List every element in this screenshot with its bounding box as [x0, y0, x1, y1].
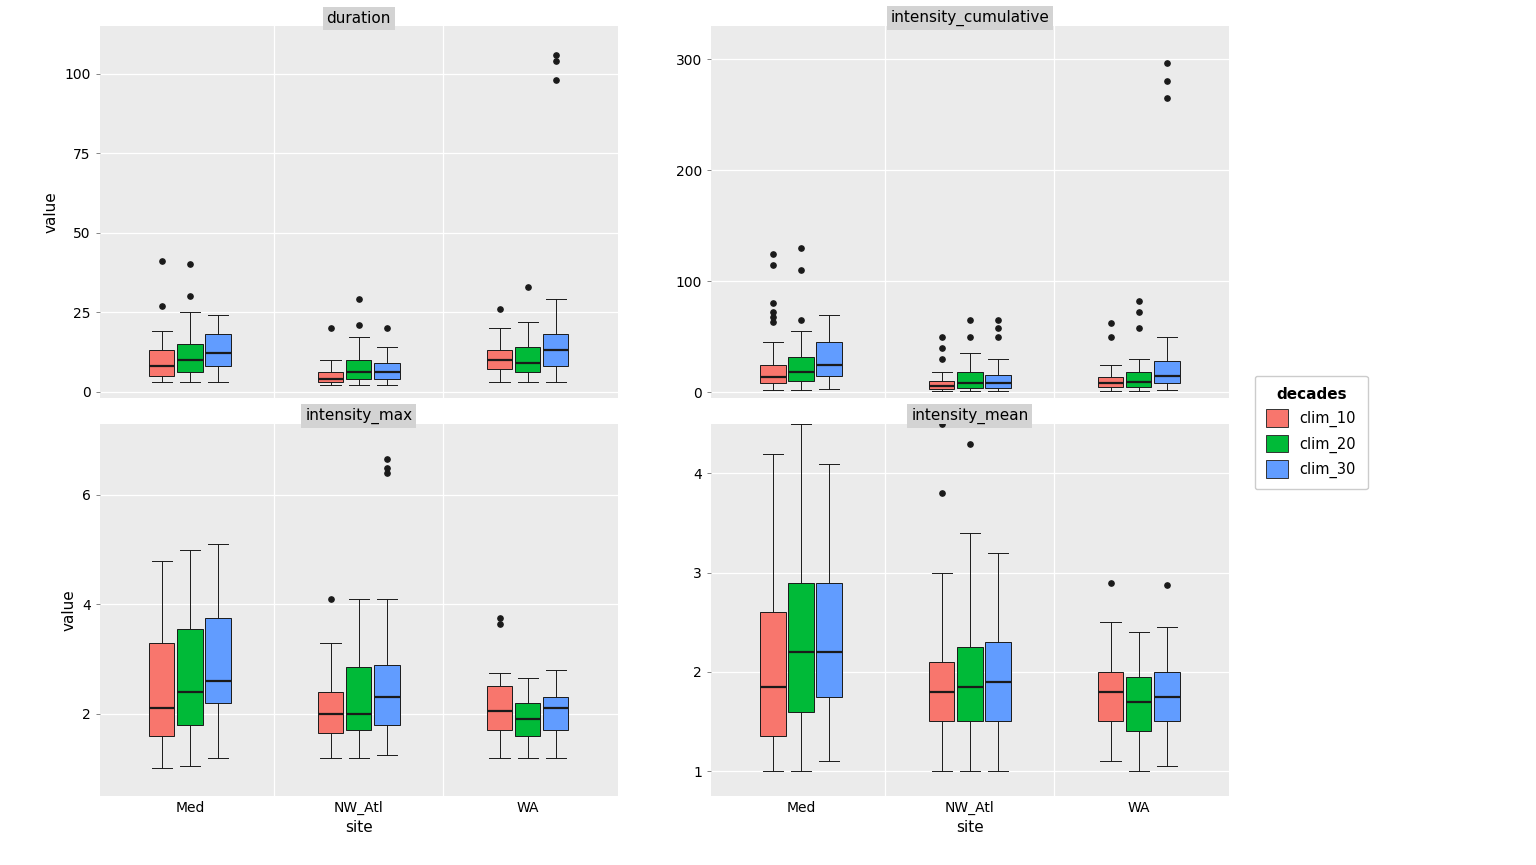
Bar [149, 643, 175, 735]
Bar [1154, 672, 1180, 721]
Bar [515, 347, 541, 373]
Title: duration: duration [327, 11, 392, 26]
Bar [318, 373, 343, 382]
Bar [1126, 372, 1152, 387]
Bar [760, 612, 785, 736]
Bar [760, 364, 785, 383]
Bar [515, 703, 541, 735]
Bar [929, 381, 954, 389]
Bar [986, 375, 1011, 388]
Bar [1098, 377, 1123, 387]
Bar [318, 692, 343, 733]
Bar [206, 334, 230, 366]
Bar [1126, 676, 1152, 731]
Bar [817, 343, 842, 375]
Bar [957, 647, 983, 721]
Title: intensity_max: intensity_max [306, 407, 412, 424]
Bar [929, 662, 954, 721]
Bar [487, 687, 511, 730]
Title: intensity_mean: intensity_mean [911, 407, 1029, 424]
Bar [375, 363, 399, 379]
Bar [177, 343, 203, 373]
Bar [957, 372, 983, 388]
Bar [177, 629, 203, 725]
Bar [206, 618, 230, 703]
Bar [544, 697, 568, 730]
Bar [788, 582, 814, 712]
Bar [544, 334, 568, 366]
Title: intensity_cumulative: intensity_cumulative [891, 10, 1049, 26]
X-axis label: site: site [955, 820, 983, 836]
Bar [817, 582, 842, 696]
Bar [986, 642, 1011, 721]
Y-axis label: value: value [61, 589, 77, 631]
Bar [1098, 672, 1123, 721]
Bar [346, 667, 372, 730]
Bar [346, 360, 372, 379]
Bar [788, 356, 814, 381]
Bar [487, 350, 511, 369]
Bar [375, 664, 399, 725]
Bar [149, 350, 175, 375]
Bar [1154, 362, 1180, 383]
Legend: clim_10, clim_20, clim_30: clim_10, clim_20, clim_30 [1255, 375, 1369, 490]
X-axis label: site: site [346, 820, 373, 836]
Y-axis label: value: value [45, 191, 58, 233]
